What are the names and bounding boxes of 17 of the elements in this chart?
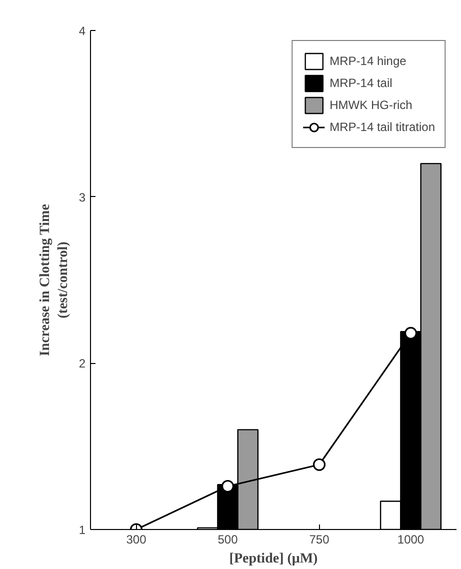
y-tick-label: 3 bbox=[78, 190, 86, 204]
x-tick-label: 750 bbox=[309, 532, 330, 546]
y-tick-label: 4 bbox=[78, 24, 86, 38]
y-tick-label: 1 bbox=[78, 523, 86, 537]
legend-label: MRP-14 tail titration bbox=[330, 120, 435, 134]
x-tick-label: 300 bbox=[126, 532, 147, 546]
y-tick-label: 2 bbox=[78, 356, 86, 371]
point bbox=[404, 326, 418, 340]
point bbox=[312, 458, 326, 471]
x-tick-label: 500 bbox=[218, 532, 238, 546]
legend-label: HMWK HG-rich bbox=[330, 98, 412, 112]
y-axis-title: Increase in Clotting Time (test/control) bbox=[38, 204, 71, 356]
x-tick-label: 1000 bbox=[397, 532, 424, 546]
x-axis-title: [Peptide] (μM) bbox=[229, 552, 318, 566]
legend-label: MRP-14 tail bbox=[330, 76, 392, 90]
legend-label: MRP-14 hinge bbox=[330, 54, 406, 68]
point bbox=[221, 480, 234, 493]
